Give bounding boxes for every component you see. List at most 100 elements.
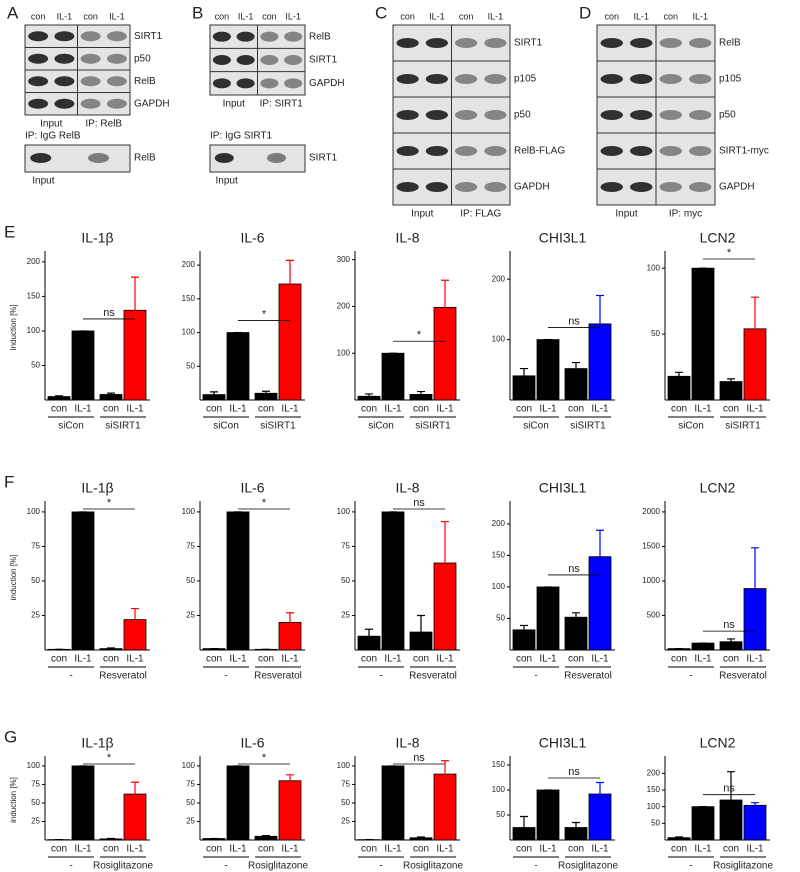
blot-bottom-label: IP: myc (669, 209, 702, 220)
y-tick-label: 150 (27, 292, 41, 301)
band (455, 38, 478, 48)
band (236, 55, 255, 65)
error-bar (751, 547, 759, 589)
error-bar (107, 392, 115, 395)
bar (588, 793, 612, 841)
y-tick-label: 50 (496, 810, 505, 819)
x-tick-label: IL-1 (384, 654, 402, 665)
error-bar (675, 371, 683, 377)
y-tick-label: 1500 (642, 542, 660, 551)
band (630, 38, 653, 48)
error-bar (131, 276, 139, 311)
bar (381, 765, 405, 841)
bar (719, 381, 743, 401)
band (212, 78, 231, 89)
significance-label: * (727, 247, 732, 259)
band (689, 146, 712, 156)
bar (409, 837, 433, 841)
blot-bottom-label: Input (40, 119, 62, 130)
x-tick-label: con (568, 404, 584, 415)
band (630, 182, 653, 192)
y-tick-label: 150 (492, 760, 506, 769)
bar (564, 827, 588, 841)
band (106, 31, 127, 42)
band (260, 31, 279, 42)
x-tick-label: IL-1 (436, 654, 454, 665)
y-tick-label: 2000 (642, 507, 660, 516)
band (236, 31, 255, 42)
y-tick-label: 100 (182, 761, 196, 770)
y-tick-label: 100 (492, 335, 506, 344)
x-tick-label: con (516, 844, 532, 855)
x-tick-label: IL-1 (126, 844, 144, 855)
y-axis-label: Induction [%] (9, 304, 18, 350)
blot-bottom-label: Input (223, 99, 245, 110)
group-label: - (689, 861, 692, 872)
band (80, 98, 101, 109)
group-label: siSIRT1 (415, 421, 451, 432)
blot-bottom-label: IP: RelB (85, 119, 122, 130)
x-tick-label: IL-1 (746, 844, 764, 855)
band (28, 31, 49, 42)
sub-blot-row-label: RelB (134, 153, 156, 164)
sub-blot-bottom-label: Input (32, 176, 54, 187)
x-tick-label: IL-1 (126, 404, 144, 415)
x-tick-label: con (361, 654, 377, 665)
x-tick-label: con (413, 654, 429, 665)
y-tick-label: 100 (182, 328, 196, 337)
blot-row-label: p105 (719, 74, 742, 85)
error-bar (131, 781, 139, 795)
y-tick-label: 75 (341, 780, 350, 789)
x-tick-label: con (103, 844, 119, 855)
panel-letter: B (192, 3, 203, 22)
blot-row-label: p50 (514, 110, 531, 121)
error-bar (572, 821, 580, 828)
band (630, 146, 653, 156)
x-tick-label: con (206, 654, 222, 665)
bar (512, 629, 536, 651)
bar (743, 328, 767, 401)
x-tick-label: IL-1 (384, 844, 402, 855)
group-label: siCon (213, 421, 239, 432)
group-label: Resveratol (564, 671, 612, 682)
band (28, 53, 49, 64)
panel-letter: E (4, 222, 15, 241)
sub-blot-header: IP: IgG SIRT1 (210, 131, 272, 142)
bar (667, 375, 691, 401)
bar (588, 323, 612, 401)
band (600, 182, 623, 192)
x-tick-label: IL-1 (229, 654, 247, 665)
bar (226, 332, 250, 401)
bar (433, 306, 457, 401)
bar (99, 394, 123, 401)
lane-label: con (400, 11, 415, 21)
bar (278, 621, 302, 651)
y-tick-label: 50 (651, 329, 660, 338)
chart-title: LCN2 (700, 735, 736, 751)
bar (409, 393, 433, 401)
x-tick-label: con (671, 844, 687, 855)
bar (743, 588, 767, 651)
x-tick-label: IL-1 (539, 654, 557, 665)
bar (278, 780, 302, 841)
bar (357, 635, 381, 651)
band (212, 31, 231, 42)
x-tick-label: IL-1 (436, 844, 454, 855)
blot-row-label: RelB (134, 76, 156, 87)
lane-label: IL-1 (488, 11, 504, 21)
error-bar (365, 628, 373, 637)
significance-label: * (262, 308, 267, 320)
y-tick-label: 200 (647, 768, 661, 777)
y-tick-label: 50 (31, 798, 40, 807)
significance-label: ns (568, 766, 580, 778)
x-tick-label: IL-1 (281, 844, 299, 855)
group-label: - (69, 861, 72, 872)
x-tick-label: con (723, 404, 739, 415)
bar (512, 375, 536, 401)
significance-label: ns (103, 307, 115, 319)
significance-label: * (262, 752, 267, 764)
bar (409, 631, 433, 651)
significance-label: * (107, 497, 112, 509)
bar (381, 352, 405, 401)
band (425, 38, 448, 48)
